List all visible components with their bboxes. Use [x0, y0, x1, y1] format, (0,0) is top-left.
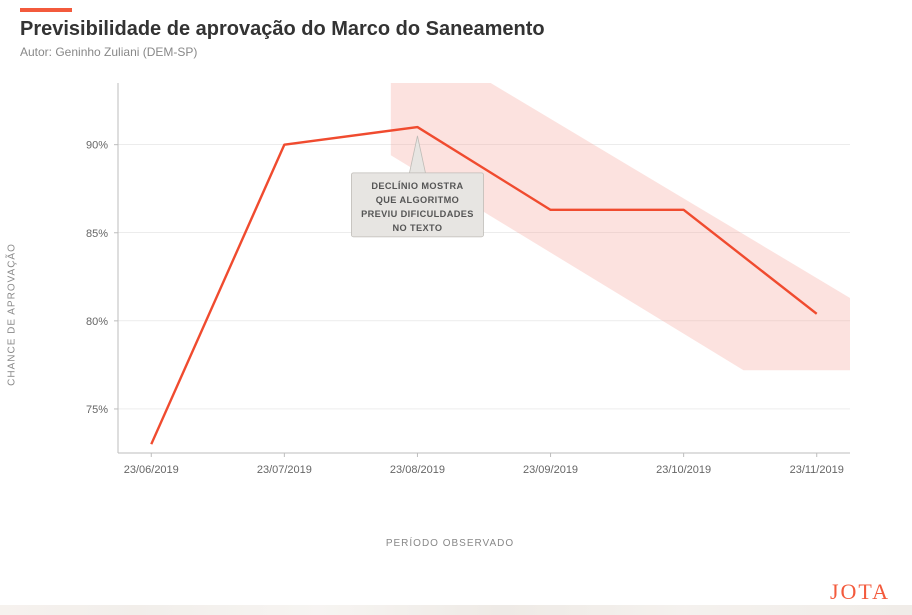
annotation-line: QUE ALGORITMO [376, 195, 459, 205]
x-axis-title: PERÍODO OBSERVADO [386, 538, 514, 549]
chart-subtitle: Autor: Geninho Zuliani (DEM-SP) [20, 45, 892, 59]
x-tick-label: 23/10/2019 [656, 464, 711, 476]
annotation-box: DECLÍNIO MOSTRA QUE ALGORITMO PREVIU DIFIC… [351, 173, 483, 237]
x-tick-label: 23/11/2019 [790, 464, 844, 476]
annotation-line: NO TEXTO [392, 223, 442, 233]
x-tick-label: 23/06/2019 [124, 464, 179, 476]
x-tick-label: 23/08/2019 [390, 464, 445, 476]
y-axis-title: CHANCE DE APROVAÇÃO [7, 243, 18, 386]
y-tick-label: 75% [86, 404, 108, 416]
y-tick-label: 90% [86, 140, 108, 152]
x-tick-label: 23/07/2019 [257, 464, 312, 476]
accent-bar [20, 8, 72, 12]
x-tick-label: 23/09/2019 [523, 464, 578, 476]
y-tick-label: 85% [86, 228, 108, 240]
annotation-line: DECLÍNIO MOSTRA [371, 180, 463, 191]
brand-logo: JOTA [830, 579, 890, 605]
footer-decoration [0, 605, 912, 615]
annotation-line: PREVIU DIFICULDADES [361, 209, 474, 219]
plot-frame: CHANCE DE APROVAÇÃO 75%80%85%90% 23/06/2… [20, 69, 880, 549]
plot-svg: 75% 80% 85% 90% 23/06/2019 23/07/2019 23/08/2… [70, 69, 870, 509]
y-tick-label: 80% [86, 316, 108, 328]
chart-title: Previsibilidade de aprovação do Marco do… [20, 18, 892, 41]
